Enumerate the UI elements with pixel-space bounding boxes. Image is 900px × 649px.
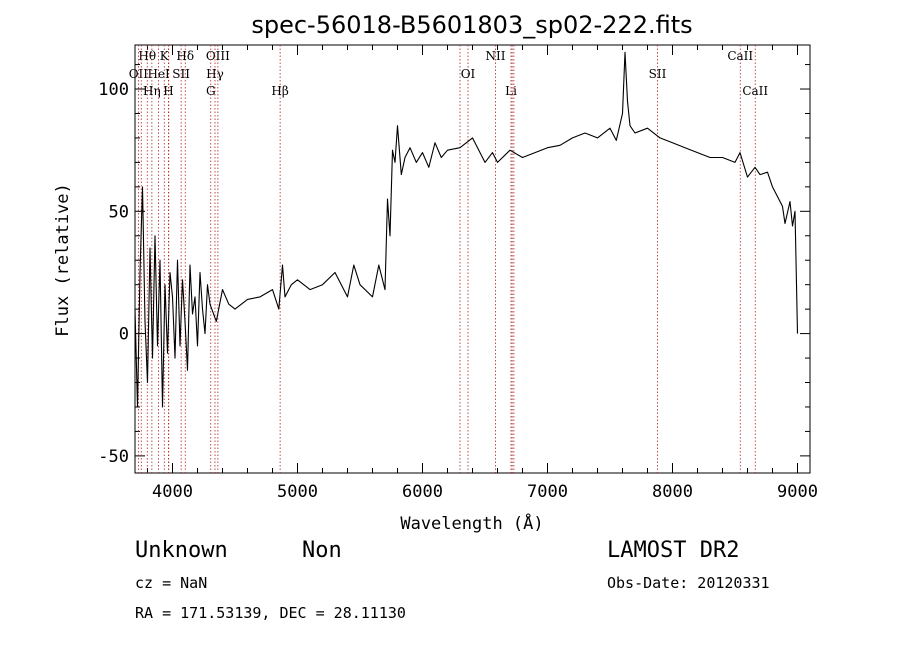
spectral-line-label-14: G <box>206 84 216 98</box>
observation-date: Obs-Date: 20120331 <box>607 574 770 592</box>
plot-frame <box>134 44 811 474</box>
y-axis-label: Flux (relative) <box>53 183 73 337</box>
y-tick-label-2: 50 <box>109 202 129 222</box>
y-tick-label-3: 100 <box>98 80 129 100</box>
ra-dec-coordinates: RA = 171.53139, DEC = 28.11130 <box>135 604 406 622</box>
spectral-line-label-4: NII <box>486 49 506 63</box>
x-tick-label-2: 6000 <box>402 482 443 502</box>
spectral-line-label-15: Hβ <box>271 84 288 98</box>
spectral-line-label-1: K <box>160 49 170 63</box>
spectral-line-label-6: OII <box>129 67 149 81</box>
y-tick-label-0: -50 <box>98 447 129 467</box>
spectral-line-label-17: CaII <box>742 84 768 98</box>
x-tick-label-1: 5000 <box>277 482 318 502</box>
survey-name: LAMOST DR2 <box>607 538 740 563</box>
object-class: Unknown <box>135 538 228 563</box>
chart-title: spec-56018-B5601803_sp02-222.fits <box>251 11 692 39</box>
spectral-line-label-11: SII <box>649 67 667 81</box>
spectral-line-label-10: OI <box>461 67 476 81</box>
spectral-line-label-8: SII <box>172 67 190 81</box>
redshift-cz: cz = NaN <box>135 574 208 592</box>
spectral-line-label-7: HeI <box>147 67 170 81</box>
spectral-line-label-5: CaII <box>727 49 753 63</box>
spectrum-series-line <box>134 51 799 408</box>
x-tick-label-5: 9000 <box>777 482 818 502</box>
spectral-line-label-3: OIII <box>206 49 230 63</box>
spectral-line-label-9: Hγ <box>206 67 224 81</box>
x-axis-label: Wavelength (Å) <box>400 512 543 534</box>
spectral-line-label-12: Hη <box>143 84 161 98</box>
x-tick-label-3: 7000 <box>527 482 568 502</box>
spectral-line-label-16: Li <box>505 84 517 98</box>
spectral-line-label-2: Hδ <box>176 49 194 63</box>
x-tick-label-4: 8000 <box>652 482 693 502</box>
y-tick-label-1: 0 <box>119 325 129 345</box>
x-tick-label-0: 4000 <box>152 482 193 502</box>
object-subclass: Non <box>302 538 342 563</box>
